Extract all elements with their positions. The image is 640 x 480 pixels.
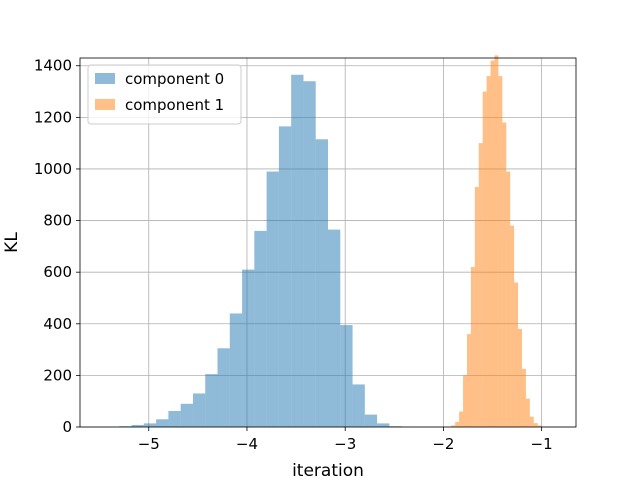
bar-component-0 [229, 313, 243, 427]
bar-component-1 [533, 423, 538, 427]
bar-component-1 [502, 122, 507, 427]
bar-component-0 [278, 126, 292, 428]
bar-component-1 [482, 91, 487, 427]
y-tick-label: 1400 [34, 57, 72, 75]
bar-component-1 [510, 225, 515, 427]
bar-component-0 [377, 423, 390, 427]
bar-component-1 [451, 425, 456, 427]
bar-component-0 [254, 230, 267, 427]
bar-component-0 [180, 403, 193, 427]
bar-component-0 [131, 424, 144, 427]
bar-component-1 [463, 375, 467, 427]
y-axis-label: KL [2, 232, 22, 253]
bar-component-1 [494, 55, 499, 427]
x-tick-label: −5 [138, 435, 160, 453]
bar-component-1 [525, 398, 530, 427]
bars [119, 55, 558, 428]
bar-component-1 [474, 187, 479, 427]
bar-component-0 [242, 269, 255, 427]
bar-component-1 [455, 421, 460, 427]
bar-component-0 [168, 411, 181, 427]
bar-component-0 [156, 419, 169, 427]
x-axis: −5 −4 −3 −2 −1 [138, 427, 553, 453]
bar-component-0 [328, 229, 341, 427]
y-tick-label: 0 [62, 418, 72, 436]
legend-box [87, 64, 242, 125]
bar-component-1 [459, 411, 464, 427]
bar-component-1 [537, 425, 542, 427]
x-tick-label: −2 [432, 435, 454, 453]
x-tick-label: −4 [236, 435, 258, 453]
bar-component-1 [521, 368, 526, 427]
bar-component-1 [518, 328, 522, 427]
legend-swatch-component-0 [95, 73, 115, 84]
bar-component-0 [303, 81, 316, 427]
y-axis: 0 200 400 600 800 1000 1200 1400 [34, 57, 80, 436]
bar-component-1 [478, 143, 483, 427]
y-tick-label: 1200 [34, 108, 72, 126]
bar-component-1 [514, 282, 519, 427]
bar-component-1 [506, 171, 511, 427]
bar-component-1 [490, 60, 495, 428]
bar-component-0 [192, 393, 206, 427]
bar-component-0 [315, 139, 328, 428]
y-tick-label: 1000 [34, 160, 72, 178]
x-axis-label: iteration [292, 461, 364, 480]
legend: component 0 component 1 [87, 64, 242, 125]
bar-component-0 [217, 348, 230, 427]
bar-component-0 [340, 325, 353, 427]
y-tick-label: 200 [43, 366, 72, 384]
y-tick-label: 400 [43, 315, 72, 333]
x-tick-label: −1 [531, 435, 553, 453]
bar-component-0 [205, 374, 218, 427]
bar-component-1 [529, 416, 534, 427]
bar-component-0 [364, 414, 378, 427]
bar-component-0 [291, 74, 304, 427]
y-tick-label: 800 [43, 212, 72, 230]
bar-component-0 [352, 384, 365, 427]
bar-component-0 [143, 423, 157, 427]
bar-component-1 [486, 76, 491, 428]
x-tick-label: −3 [334, 435, 356, 453]
y-tick-label: 600 [43, 263, 72, 281]
bar-component-1 [466, 334, 471, 427]
bar-component-0 [266, 171, 279, 427]
bar-component-1 [498, 76, 503, 428]
legend-label-component-0: component 0 [125, 70, 224, 88]
plot-frame [79, 57, 577, 428]
legend-label-component-1: component 1 [125, 96, 224, 114]
legend-swatch-component-1 [95, 99, 115, 110]
bar-component-1 [470, 267, 475, 427]
